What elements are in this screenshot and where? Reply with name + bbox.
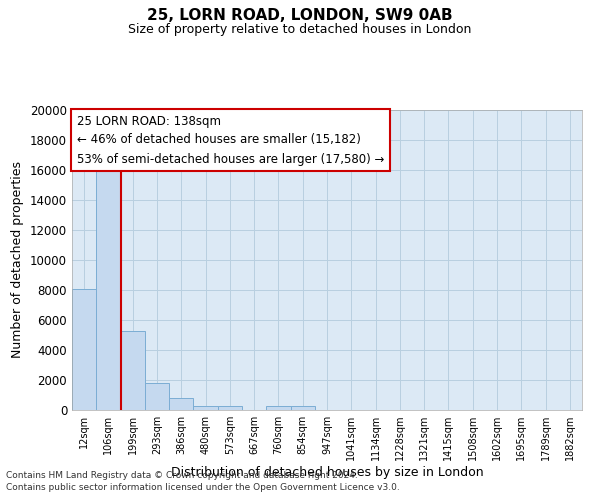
Bar: [96, 162, 121, 410]
Bar: [145, 383, 169, 410]
Text: 25, LORN ROAD, LONDON, SW9 0AB: 25, LORN ROAD, LONDON, SW9 0AB: [147, 8, 453, 22]
Text: 25 LORN ROAD: 138sqm
← 46% of detached houses are smaller (15,182)
53% of semi-d: 25 LORN ROAD: 138sqm ← 46% of detached h…: [77, 114, 385, 166]
Bar: [266, 406, 290, 410]
Bar: [218, 406, 242, 410]
Text: Contains public sector information licensed under the Open Government Licence v3: Contains public sector information licen…: [6, 483, 400, 492]
Bar: [72, 288, 96, 410]
Y-axis label: Number of detached properties: Number of detached properties: [11, 162, 25, 358]
X-axis label: Distribution of detached houses by size in London: Distribution of detached houses by size …: [170, 466, 484, 479]
Bar: [169, 398, 193, 410]
Bar: [290, 406, 315, 410]
Text: Size of property relative to detached houses in London: Size of property relative to detached ho…: [128, 22, 472, 36]
Bar: [193, 406, 218, 410]
Text: Contains HM Land Registry data © Crown copyright and database right 2024.: Contains HM Land Registry data © Crown c…: [6, 470, 358, 480]
Bar: [121, 330, 145, 410]
